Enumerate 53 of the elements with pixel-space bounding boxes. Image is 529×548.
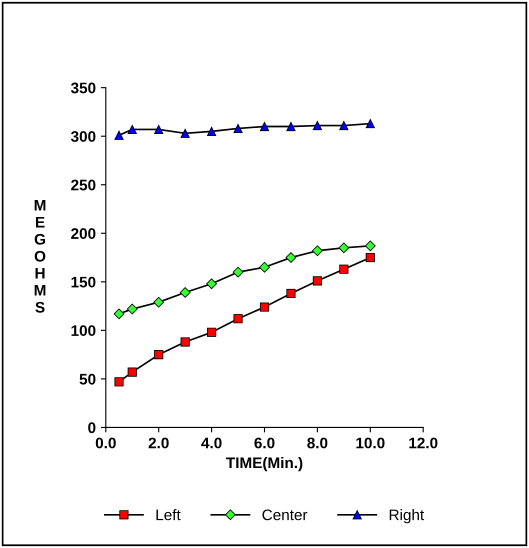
point <box>207 126 216 136</box>
y-tick-label: 200 <box>71 228 96 239</box>
x-tick-label: 0.0 <box>96 438 116 448</box>
point <box>366 252 375 262</box>
point <box>153 296 164 308</box>
point <box>312 245 323 256</box>
point <box>206 278 217 290</box>
legend-label: Center <box>262 509 308 520</box>
point <box>312 276 322 286</box>
point <box>339 264 348 274</box>
point <box>233 124 243 134</box>
x-tick-label: 12.0 <box>409 438 438 448</box>
y-axis-title: MEGOHMS <box>34 200 46 313</box>
x-tick-label: 8.0 <box>307 438 328 448</box>
y-tick-label: 300 <box>70 131 96 142</box>
point <box>312 120 322 130</box>
point <box>339 120 348 130</box>
point <box>364 240 376 252</box>
x-axis-title: TIME(Min.) <box>226 456 302 472</box>
point <box>128 368 137 377</box>
x-tick-label: 10.0 <box>356 438 385 448</box>
y-tick-label: 0 <box>88 422 96 434</box>
point <box>128 124 137 134</box>
y-tick-label: 350 <box>70 82 96 94</box>
point <box>114 130 124 140</box>
point <box>259 262 270 273</box>
point <box>114 377 124 386</box>
point <box>180 337 190 347</box>
legend-label: Right <box>390 509 424 524</box>
point <box>338 242 350 254</box>
point <box>286 288 296 298</box>
x-tick-label: 4.0 <box>201 438 222 448</box>
point <box>366 119 375 128</box>
point <box>232 266 244 278</box>
y-tick-label: 250 <box>71 180 96 190</box>
x-tick-label: 2.0 <box>148 438 169 448</box>
point <box>180 287 190 298</box>
point <box>286 122 296 132</box>
point <box>233 314 243 324</box>
point <box>154 124 164 134</box>
y-tick-label: 150 <box>72 276 96 288</box>
point <box>114 308 124 320</box>
y-tick-label: 50 <box>80 374 96 385</box>
point <box>126 304 138 314</box>
point <box>286 252 296 263</box>
point <box>260 122 270 132</box>
y-tick-label: 100 <box>72 325 96 336</box>
point <box>207 328 216 337</box>
x-tick-label: 6.0 <box>254 438 274 448</box>
point <box>154 350 164 360</box>
point <box>180 128 190 138</box>
point <box>260 302 270 312</box>
legend-label: Left <box>156 509 181 520</box>
